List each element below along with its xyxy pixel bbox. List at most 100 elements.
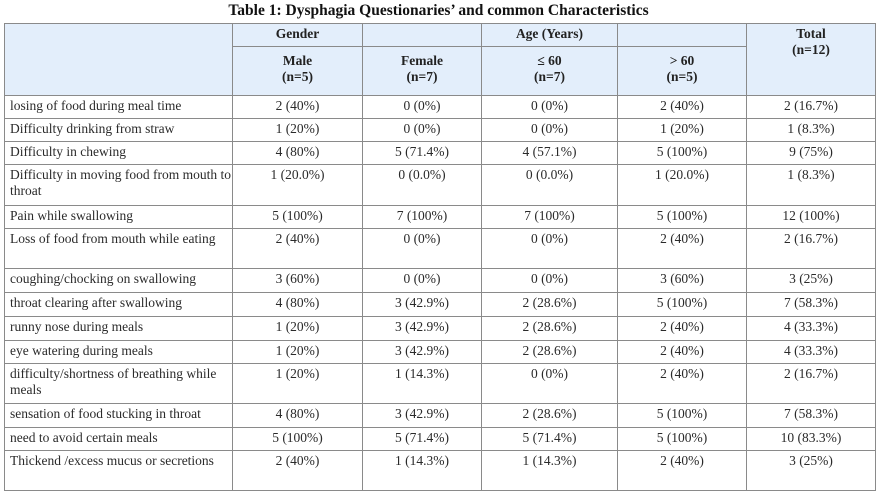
header-le60: ≤ 60 (n=7) xyxy=(481,46,618,96)
cell-le60: 0 (0%) xyxy=(481,268,618,293)
table-row: Difficulty in chewing 4 (80%) 5 (71.4%) … xyxy=(4,141,876,165)
cell-le60: 4 (57.1%) xyxy=(481,141,618,165)
cell-le60: 0 (0%) xyxy=(481,118,618,142)
cell-male: 5 (100%) xyxy=(232,205,363,229)
cell-male: 1 (20.0%) xyxy=(232,164,363,206)
cell-gt60: 1 (20.0%) xyxy=(617,164,747,206)
header-gt60-label: > 60 xyxy=(669,53,695,68)
header-total: Total (n=12) xyxy=(746,23,876,96)
cell-total: 2 (16.7%) xyxy=(746,363,876,404)
header-gt60-n: (n=5) xyxy=(666,69,698,84)
row-label: runny nose during meals xyxy=(4,316,233,341)
row-label: Thickend /excess mucus or secretions xyxy=(4,450,233,491)
header-male-n: (n=5) xyxy=(282,69,313,84)
characteristics-table: Gender Age (Years) Total (n=12) Male (n=… xyxy=(4,23,876,491)
row-label: Difficulty in chewing xyxy=(4,141,233,165)
cell-gt60: 5 (100%) xyxy=(617,427,747,451)
cell-gt60: 2 (40%) xyxy=(617,95,747,119)
table-row: Difficulty drinking from straw 1 (20%) 0… xyxy=(4,118,876,142)
cell-gt60: 2 (40%) xyxy=(617,228,747,269)
cell-male: 2 (40%) xyxy=(232,450,363,491)
cell-le60: 2 (28.6%) xyxy=(481,340,618,364)
header-age: Age (Years) xyxy=(481,23,618,47)
row-label: throat clearing after swallowing xyxy=(4,292,233,317)
row-label: Difficulty in moving food from mouth to … xyxy=(4,164,233,206)
table-row: losing of food during meal time 2 (40%) … xyxy=(4,95,876,119)
cell-gt60: 2 (40%) xyxy=(617,340,747,364)
table-row: need to avoid certain meals 5 (100%) 5 (… xyxy=(4,427,876,451)
cell-total: 12 (100%) xyxy=(746,205,876,229)
cell-le60: 0 (0%) xyxy=(481,95,618,119)
row-label: eye watering during meals xyxy=(4,340,233,364)
cell-male: 2 (40%) xyxy=(232,228,363,269)
cell-female: 0 (0%) xyxy=(362,228,482,269)
header-le60-label: ≤ 60 xyxy=(537,53,562,68)
cell-le60: 5 (71.4%) xyxy=(481,427,618,451)
header-row-groups: Gender Age (Years) Total (n=12) xyxy=(4,23,876,96)
row-label: need to avoid certain meals xyxy=(4,427,233,451)
cell-total: 4 (33.3%) xyxy=(746,340,876,364)
cell-total: 7 (58.3%) xyxy=(746,403,876,428)
header-total-n: (n=12) xyxy=(792,42,830,57)
header-le60-n: (n=7) xyxy=(534,69,565,84)
header-gender-spacer xyxy=(362,23,482,47)
cell-total: 9 (75%) xyxy=(746,141,876,165)
cell-total: 2 (16.7%) xyxy=(746,228,876,269)
table-row: Thickend /excess mucus or secretions 2 (… xyxy=(4,450,876,491)
cell-male: 3 (60%) xyxy=(232,268,363,293)
cell-le60: 0 (0%) xyxy=(481,363,618,404)
cell-female: 3 (42.9%) xyxy=(362,316,482,341)
cell-gt60: 5 (100%) xyxy=(617,141,747,165)
table-row: sensation of food stucking in throat 4 (… xyxy=(4,403,876,428)
cell-gt60: 5 (100%) xyxy=(617,205,747,229)
cell-le60: 0 (0.0%) xyxy=(481,164,618,206)
row-label: Pain while swallowing xyxy=(4,205,233,229)
cell-male: 2 (40%) xyxy=(232,95,363,119)
cell-gt60: 2 (40%) xyxy=(617,363,747,404)
row-label: Difficulty drinking from straw xyxy=(4,118,233,142)
table-row: Difficulty in moving food from mouth to … xyxy=(4,164,876,206)
cell-total: 1 (8.3%) xyxy=(746,164,876,206)
cell-female: 1 (14.3%) xyxy=(362,450,482,491)
cell-total: 10 (83.3%) xyxy=(746,427,876,451)
table-row: coughing/chocking on swallowing 3 (60%) … xyxy=(4,268,876,293)
cell-female: 0 (0%) xyxy=(362,118,482,142)
cell-male: 1 (20%) xyxy=(232,316,363,341)
header-male: Male (n=5) xyxy=(232,46,363,96)
header-gt60: > 60 (n=5) xyxy=(617,46,747,96)
header-total-label: Total xyxy=(796,26,826,41)
cell-le60: 2 (28.6%) xyxy=(481,316,618,341)
cell-male: 4 (80%) xyxy=(232,403,363,428)
header-male-label: Male xyxy=(282,53,313,68)
table-row: eye watering during meals 1 (20%) 3 (42.… xyxy=(4,340,876,364)
cell-total: 7 (58.3%) xyxy=(746,292,876,317)
header-blank-cell xyxy=(4,23,233,96)
header-age-spacer xyxy=(617,23,747,47)
table-row: difficulty/shortness of breathing while … xyxy=(4,363,876,404)
cell-le60: 0 (0%) xyxy=(481,228,618,269)
cell-le60: 7 (100%) xyxy=(481,205,618,229)
cell-gt60: 3 (60%) xyxy=(617,268,747,293)
cell-total: 3 (25%) xyxy=(746,268,876,293)
table-caption: Table 1: Dysphagia Questionaries’ and co… xyxy=(228,2,649,19)
cell-gt60: 5 (100%) xyxy=(617,292,747,317)
cell-female: 3 (42.9%) xyxy=(362,292,482,317)
cell-le60: 2 (28.6%) xyxy=(481,403,618,428)
cell-female: 0 (0%) xyxy=(362,268,482,293)
table-row: runny nose during meals 1 (20%) 3 (42.9%… xyxy=(4,316,876,341)
cell-female: 0 (0.0%) xyxy=(362,164,482,206)
cell-total: 2 (16.7%) xyxy=(746,95,876,119)
cell-gt60: 1 (20%) xyxy=(617,118,747,142)
cell-gt60: 5 (100%) xyxy=(617,403,747,428)
header-female-n: (n=7) xyxy=(406,69,438,84)
table-row: Loss of food from mouth while eating 2 (… xyxy=(4,228,876,269)
row-label: sensation of food stucking in throat xyxy=(4,403,233,428)
row-label: losing of food during meal time xyxy=(4,95,233,119)
cell-total: 3 (25%) xyxy=(746,450,876,491)
cell-male: 1 (20%) xyxy=(232,340,363,364)
cell-female: 3 (42.9%) xyxy=(362,340,482,364)
cell-male: 4 (80%) xyxy=(232,141,363,165)
header-gender: Gender xyxy=(232,23,363,47)
cell-female: 5 (71.4%) xyxy=(362,427,482,451)
cell-total: 1 (8.3%) xyxy=(746,118,876,142)
